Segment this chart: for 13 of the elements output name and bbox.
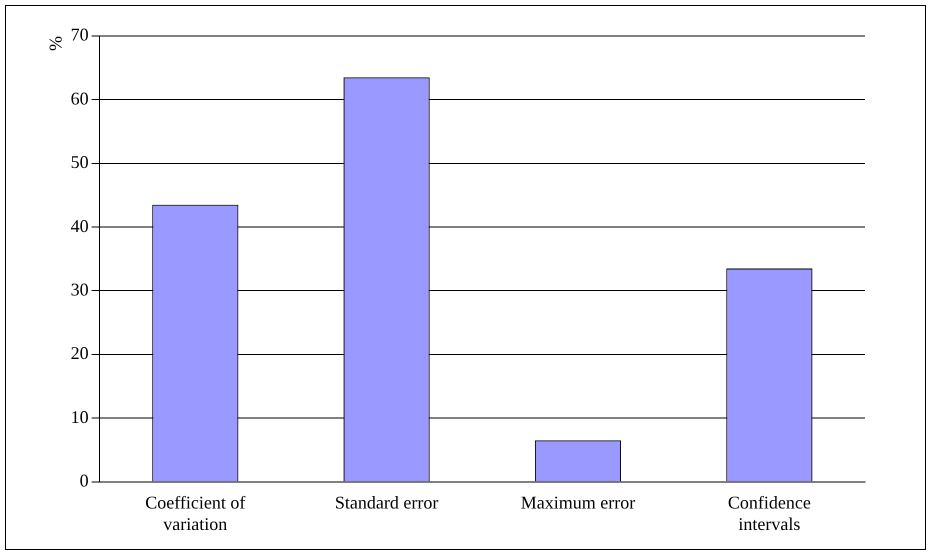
y-tick-label: 60	[70, 88, 89, 108]
x-tick-label: Confidence intervals	[728, 492, 811, 534]
y-tick-label: 70	[70, 24, 89, 45]
y-tick-label: 40	[70, 216, 89, 236]
x-tick-label: Standard error	[334, 492, 438, 512]
y-tick-label: 10	[70, 406, 89, 427]
y-axis-title: %	[46, 36, 66, 51]
y-tick-label: 30	[70, 279, 89, 300]
y-tick-label: 20	[70, 343, 89, 364]
y-tick-label: 50	[70, 152, 89, 172]
x-tick-label: Coefficient of variation	[145, 492, 246, 534]
y-tick-label: 0	[80, 470, 89, 491]
x-tick-label: Maximum error	[520, 492, 636, 512]
